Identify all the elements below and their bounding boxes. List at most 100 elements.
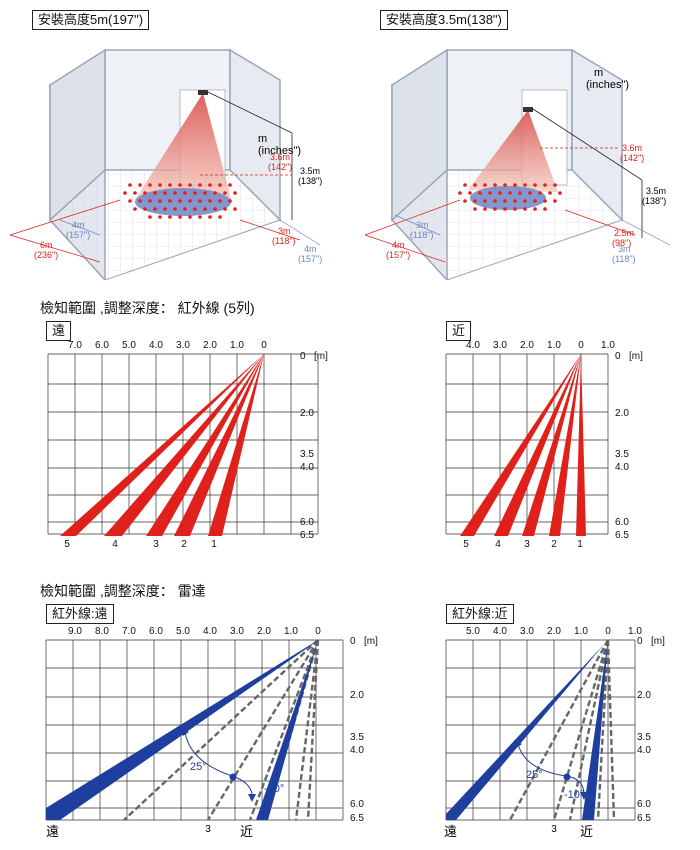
near-word: 近 [240, 824, 253, 839]
top-tick-label: 4.0 [493, 626, 507, 637]
right-tick-label: 2.0 [300, 408, 314, 419]
right-36m: 3.6m [622, 143, 642, 153]
radar-dash-line [206, 639, 320, 821]
beam-label: 4 [112, 539, 118, 550]
angle-10-label: -10° [264, 783, 284, 795]
right-tick-label: 2.0 [350, 690, 364, 701]
install-right-title: 安裝高度3.5m(138") [380, 10, 508, 30]
ir-near-beam-5 [460, 354, 581, 536]
top-tick-label: 5.0 [176, 626, 190, 637]
unit-label: [m] [629, 351, 643, 362]
beam-label: 1 [577, 539, 583, 550]
right-tick-label: 6.5 [637, 813, 651, 824]
ir-far-label: 遠 [46, 321, 72, 341]
top-tick-label: 8.0 [95, 626, 109, 637]
left-3in: (118") [272, 236, 296, 246]
far-word: 遠 [46, 824, 59, 839]
right-tick-label: 6.0 [300, 517, 314, 528]
top-tick-label: 1.0 [601, 340, 615, 351]
beam-label: 2 [181, 539, 187, 550]
right-3b-m: 3m [618, 244, 631, 254]
ir-near-beam-3 [522, 354, 581, 536]
top-tick-label: 6.0 [149, 626, 163, 637]
left-unit-in: (inches") [258, 145, 301, 157]
left-35in: (138") [298, 176, 322, 186]
radar-section-title: 檢知範圍 ,調整深度： 雷達 [40, 583, 206, 599]
right-36in: (142") [620, 153, 644, 163]
right-4m: 4m [392, 240, 405, 250]
right-tick-label: 3.5 [615, 449, 629, 460]
right-tick-label: 3.5 [300, 449, 314, 460]
radar-dash-line [596, 639, 610, 821]
right-tick-label: 0 [637, 636, 643, 647]
ir-beam-5 [60, 354, 264, 536]
top-tick-label: 0 [261, 340, 267, 351]
ir-beam-2 [174, 354, 264, 536]
beam-label: 3 [153, 539, 159, 550]
install-left-title: 安裝高度5m(197") [32, 10, 150, 30]
right-4in: (157") [386, 250, 410, 260]
top-tick-label: 5.0 [466, 626, 480, 637]
far-word: 遠 [444, 824, 457, 839]
top-tick-label: 4.0 [466, 340, 480, 351]
radar-dash-line [508, 639, 610, 821]
ir-section-title: 檢知範圍 ,調整深度： 紅外線 (5列) [40, 300, 255, 316]
right-tick-label: 4.0 [300, 462, 314, 473]
ir-beam-3 [146, 354, 264, 536]
angle-25-label: 25° [526, 769, 543, 781]
left-3m: 3m [278, 226, 291, 236]
beam-label: 5 [463, 539, 469, 550]
radar-dash-line [294, 639, 320, 821]
left-35m: 3.5m [300, 166, 320, 176]
unit-label: [m] [314, 351, 328, 362]
right-3b-in: (118") [612, 254, 636, 264]
right-tick-label: 0 [300, 351, 306, 362]
beam-label: 5 [64, 539, 70, 550]
beam-label: 4 [495, 539, 501, 550]
right-tick-label: 6.5 [615, 530, 629, 541]
ir-beam-1 [208, 354, 264, 536]
left-4b-in: (157") [298, 254, 322, 264]
right-tick-label: 2.0 [615, 408, 629, 419]
mid-label: 3 [551, 824, 557, 835]
right-tick-label: 6.0 [615, 517, 629, 528]
ir-far-chart: 7.0 6.0 5.0 4.0 3.0 2.0 1.0 0 0 2.0 3.5 4.0 6.0 6.5 [m… [47, 340, 328, 550]
radar-near-chart: 5.0 4.0 3.0 2.0 1.0 0 1.002.03.54.06.06.5[m]25… [444, 626, 665, 839]
radar-dash-line [306, 639, 320, 821]
top-tick-label: 7.0 [68, 340, 82, 351]
top-tick-label: 3.0 [493, 340, 507, 351]
install-left-diagram: m (inches") 3.6m (142") 3.5m (138") 3m (… [9, 48, 322, 280]
top-tick-label: 1.0 [284, 626, 298, 637]
top-tick-label: 7.0 [122, 626, 136, 637]
right-tick-label: 4.0 [637, 745, 651, 756]
left-36m: 3.6m [270, 152, 290, 162]
right-tick-label: 3.5 [637, 732, 651, 743]
radar-dash-line [248, 639, 320, 821]
radar-far-label: 紅外線:遠 [46, 604, 114, 624]
right-tick-label: 6.5 [350, 813, 364, 824]
ir-near-beam-4 [494, 354, 581, 536]
beam-label: 3 [524, 539, 530, 550]
right-25m: 2.5m [614, 228, 634, 238]
top-tick-label: 9.0 [68, 626, 82, 637]
right-unit-in: (inches") [586, 79, 629, 91]
right-tick-label: 0 [350, 636, 356, 647]
top-tick-label: 2.0 [203, 340, 217, 351]
right-tick-label: 6.0 [350, 799, 364, 810]
beam-label: 1 [211, 539, 217, 550]
ir-near-beam-2 [549, 354, 581, 536]
radar-near-beam [256, 640, 318, 820]
top-tick-label: 2.0 [520, 340, 534, 351]
right-tick-label: 0 [615, 351, 621, 362]
right-tick-label: 2.0 [637, 690, 651, 701]
radar-near-label: 紅外線:近 [446, 604, 514, 624]
top-tick-label: 0 [605, 626, 611, 637]
angle-25-label: 25° [190, 761, 207, 773]
radar-far-chart: 9.0 8.0 7.0 6.0 5.0 4.0 3.0 2.0 1.0 0 0 2.0 3.5 4.0 6.… [45, 626, 378, 839]
pivot-dot [563, 773, 571, 781]
top-tick-label: 4.0 [149, 340, 163, 351]
arc-arrow-right [248, 794, 256, 802]
left-6in: (236") [34, 250, 58, 260]
left-4b-m: 4m [304, 244, 317, 254]
top-tick-label: 2.0 [547, 626, 561, 637]
